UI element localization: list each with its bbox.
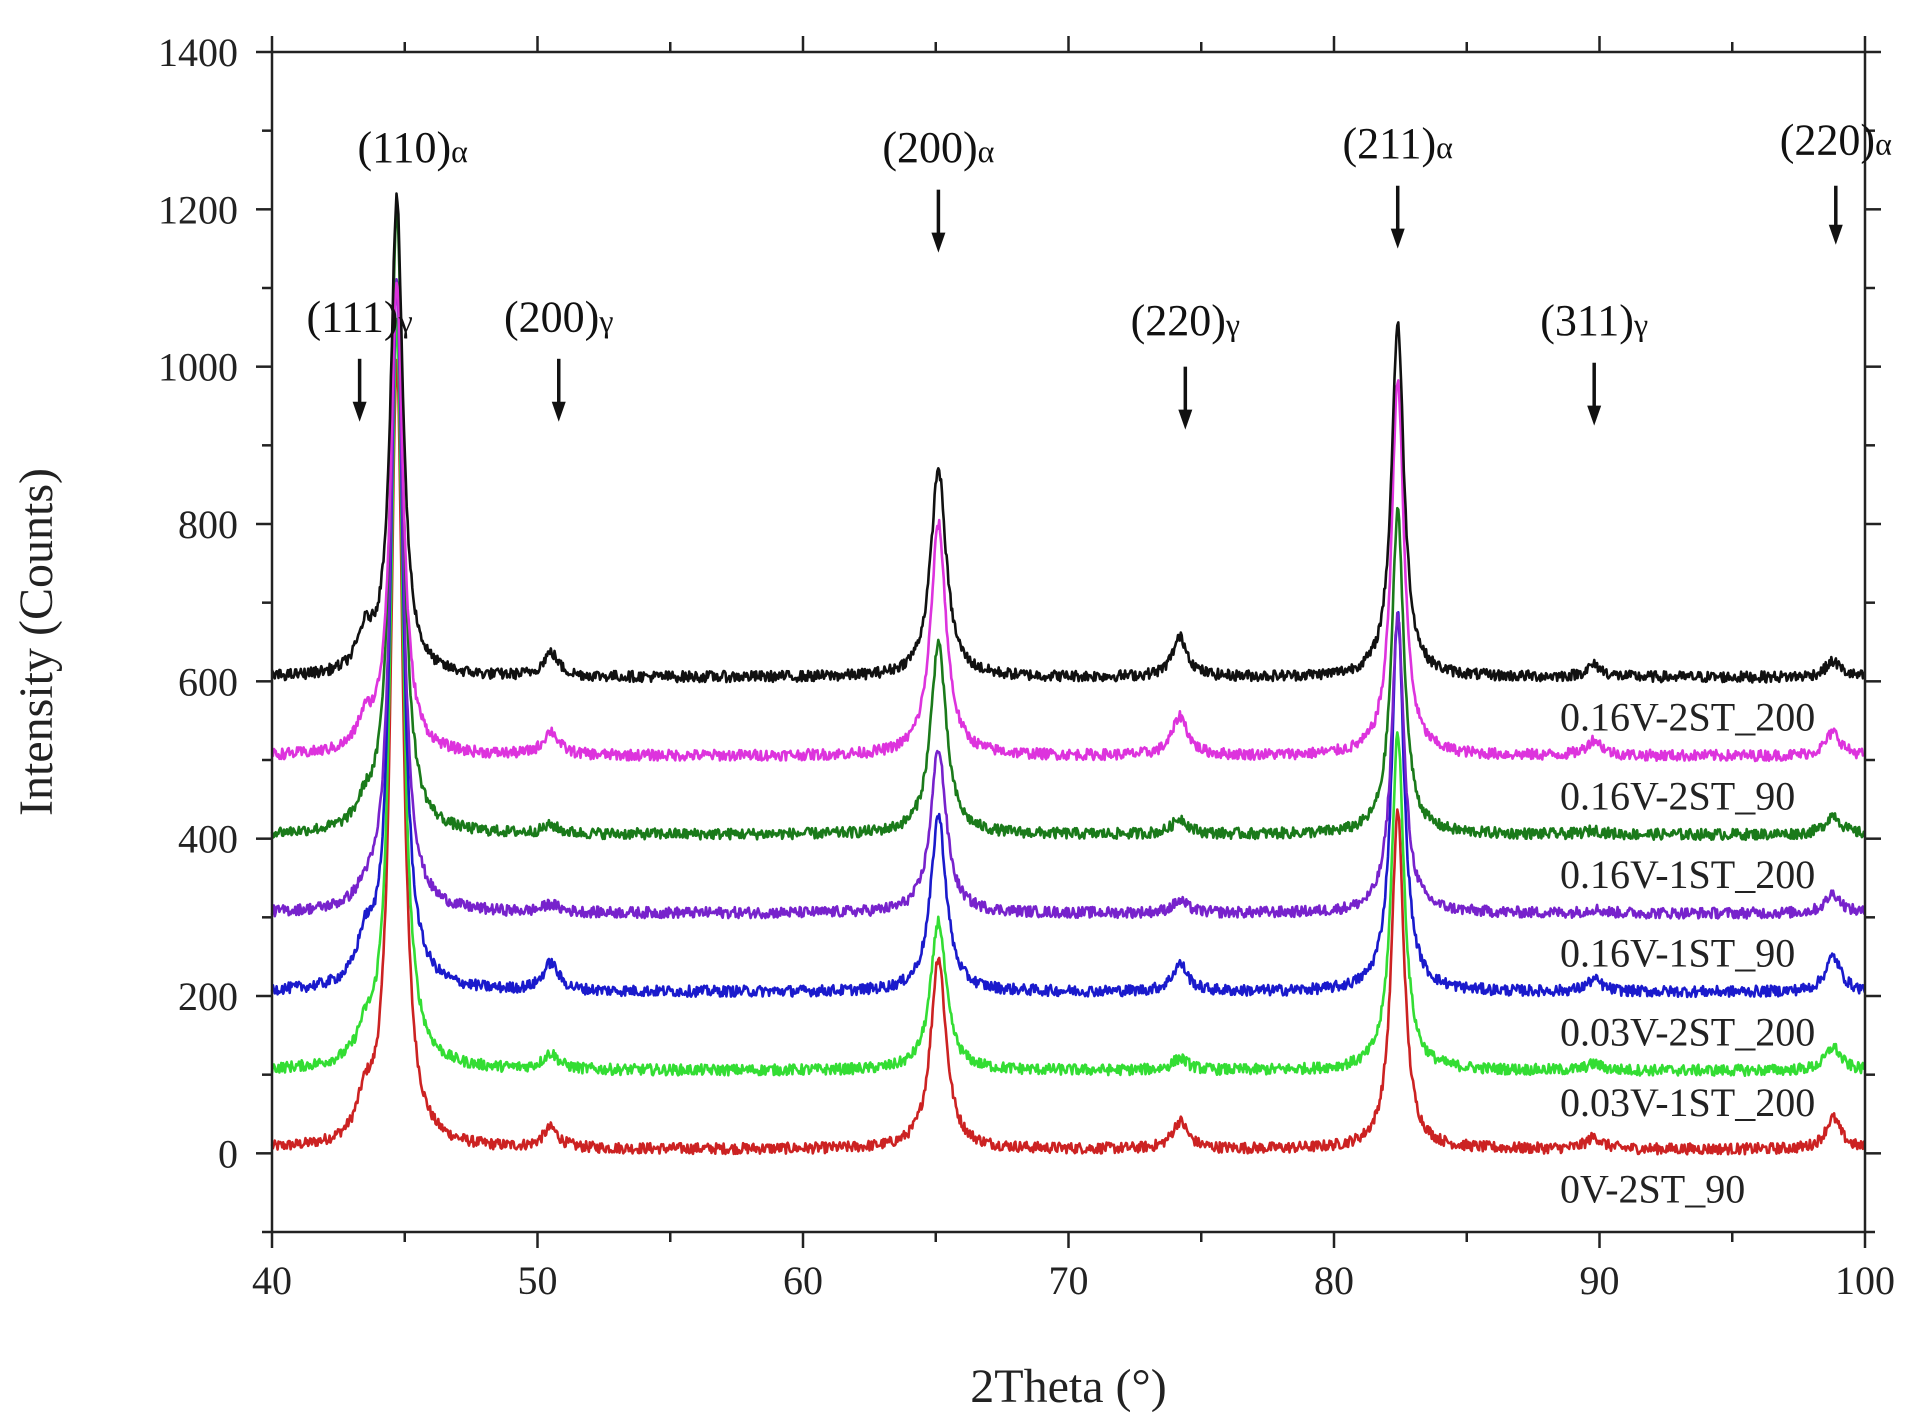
peak-annotation: (220)α [1780,115,1892,245]
peak-annotation: (211)α [1343,119,1454,249]
peak-annotation: (311)γ [1540,296,1648,426]
peak-annotation-label: (211)α [1343,119,1454,168]
series-label-layer: 0.16V-2ST_200 0.16V-2ST_90 0.16V-1ST_200 0.… [1560,695,1815,1212]
annotation-layer: (110)α (200)α (211)α (220)α (111)γ (200)γ (220… [307,115,1892,430]
series-line-0.16V-1ST_90 [270,278,1866,920]
y-tick-label: 800 [178,502,238,547]
peak-annotation: (200)γ [504,292,613,422]
x-tick-label: 40 [252,1258,292,1303]
y-tick-label: 1400 [158,30,238,75]
x-tick-label: 100 [1835,1258,1895,1303]
peak-annotation: (200)α [882,123,995,253]
x-tick-label: 90 [1580,1258,1620,1303]
annotation-arrow-head [352,401,367,422]
x-tick-label: 80 [1314,1258,1354,1303]
y-tick-label: 600 [178,659,238,704]
series-line-0.03V-1ST_200 [270,317,1866,1077]
series-line-0.16V-2ST_200 [270,192,1866,684]
x-tick-label: 70 [1049,1258,1089,1303]
peak-annotation-label: (220)γ [1131,296,1240,345]
series-line-0.03V-2ST_200 [270,279,1866,999]
series-label: 0.03V-1ST_200 [1560,1080,1815,1125]
series-label: 0.03V-2ST_200 [1560,1009,1815,1054]
y-tick-label: 1000 [158,345,238,390]
x-tick-label: 50 [518,1258,558,1303]
annotation-arrow-head [1828,224,1843,245]
annotation-arrow-head [1390,228,1405,249]
x-tick-label: 60 [783,1258,823,1303]
peak-annotation-label: (220)α [1780,115,1892,164]
y-tick-label: 0 [218,1131,238,1176]
peak-annotation-label: (110)α [357,123,468,172]
annotation-arrow-head [1587,405,1602,426]
peak-annotation: (110)α [357,123,468,172]
x-axis-title: 2Theta (°) [970,1360,1166,1413]
y-axis-title: Intensity (Counts) [10,468,63,816]
peak-annotation-label: (311)γ [1540,296,1648,345]
series-label: 0.16V-1ST_90 [1560,931,1795,976]
series-layer [270,192,1866,1156]
annotation-arrow-head [1178,409,1193,430]
annotation-arrow-head [551,401,566,422]
series-label: 0V-2ST_90 [1560,1167,1745,1212]
peak-annotation: (220)γ [1131,296,1240,430]
series-line-0.16V-1ST_200 [270,203,1866,842]
peak-annotation-label: (200)α [882,123,994,172]
series-label: 0.16V-2ST_200 [1560,695,1815,740]
series-line-0V-2ST_90 [270,358,1866,1156]
series-label: 0.16V-2ST_90 [1560,773,1795,818]
peak-annotation-label: (111)γ [307,292,413,341]
peak-annotation: (111)γ [307,292,413,422]
y-tick-label: 1200 [158,187,238,232]
y-tick-label: 200 [178,974,238,1019]
series-label: 0.16V-1ST_200 [1560,852,1815,897]
peak-annotation-label: (200)γ [504,292,613,341]
y-tick-label: 400 [178,817,238,862]
series-line-0.16V-2ST_90 [270,281,1866,763]
annotation-arrow-head [931,232,946,253]
